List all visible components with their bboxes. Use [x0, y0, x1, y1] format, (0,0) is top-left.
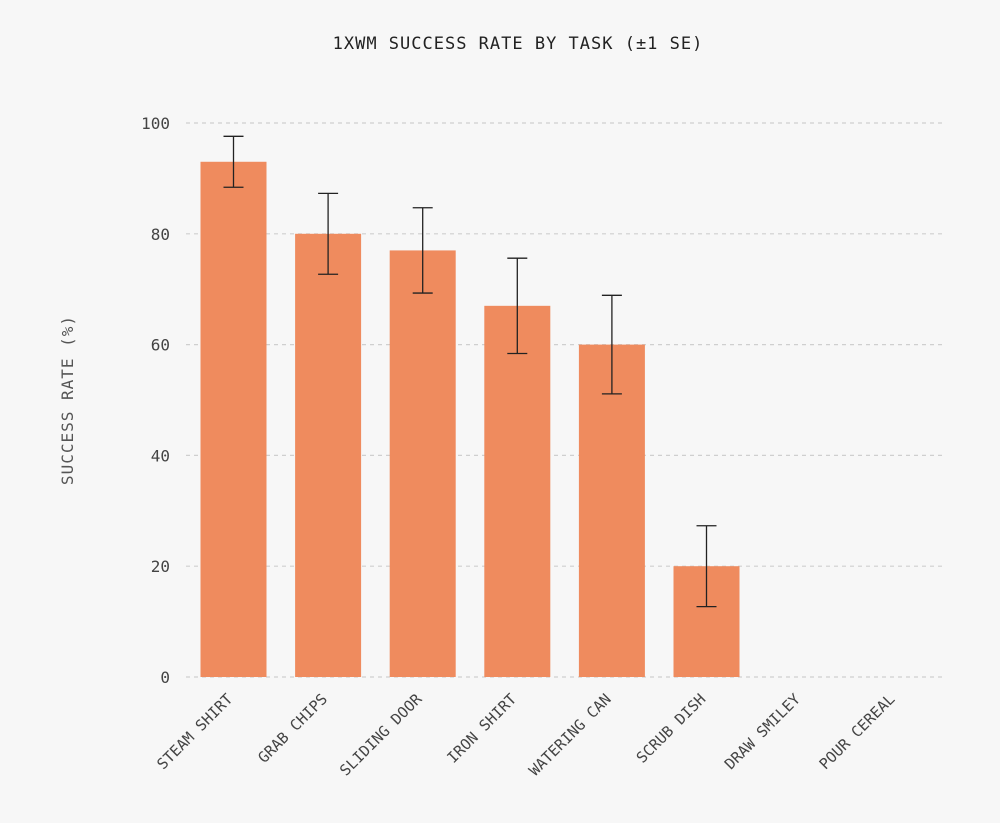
y-tick-label: 100: [141, 114, 170, 133]
y-axis-label: SUCCESS RATE (%): [58, 315, 77, 485]
x-tick-label: POUR CEREAL: [816, 690, 899, 773]
y-tick-label: 60: [151, 336, 170, 355]
x-tick-label: STEAM SHIRT: [153, 690, 236, 773]
bar-sliding-door: [389, 250, 456, 678]
chart-title: 1XWM SUCCESS RATE BY TASK (±1 SE): [333, 34, 704, 54]
y-tick-label: 20: [151, 557, 170, 576]
x-tick-label: IRON SHIRT: [444, 690, 521, 767]
x-tick-label: DRAW SMILEY: [721, 690, 804, 773]
x-tick-label: SCRUB DISH: [633, 690, 710, 767]
x-tick-label: GRAB CHIPS: [254, 690, 331, 767]
error-bar: [223, 135, 244, 188]
bar-iron-shirt: [484, 305, 551, 677]
error-bar: [507, 257, 528, 355]
y-tick-labels: 0 20 40 60 80 100: [141, 114, 170, 687]
bar-watering-can: [578, 344, 645, 677]
x-tick-label: WATERING CAN: [525, 690, 614, 779]
y-tick-label: 80: [151, 225, 170, 244]
error-bar: [601, 294, 622, 395]
bars: [200, 161, 740, 678]
bar-steam-shirt: [200, 161, 267, 677]
x-tick-label: SLIDING DOOR: [336, 689, 426, 779]
error-bar: [412, 207, 433, 294]
bar-grab-chips: [295, 233, 362, 678]
error-bars: [223, 135, 717, 608]
error-bar: [318, 192, 339, 275]
x-tick-labels: STEAM SHIRT GRAB CHIPS SLIDING DOOR IRON SH…: [153, 689, 898, 779]
y-tick-label: 0: [160, 668, 170, 687]
error-bar: [696, 525, 717, 608]
gridlines: [186, 122, 944, 678]
y-tick-label: 40: [151, 446, 170, 465]
